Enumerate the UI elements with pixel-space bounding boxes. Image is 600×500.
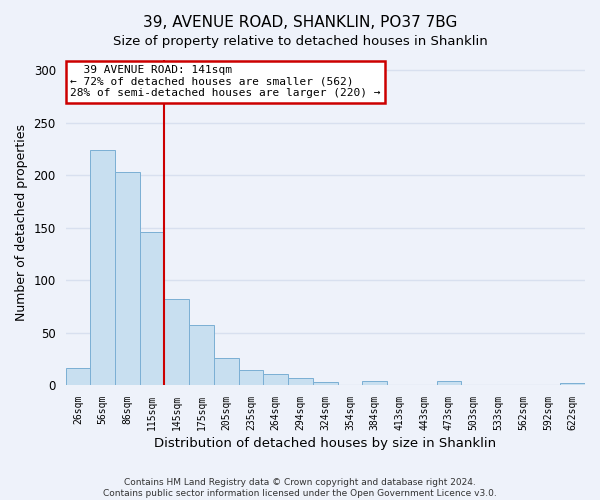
Text: Size of property relative to detached houses in Shanklin: Size of property relative to detached ho…	[113, 35, 487, 48]
X-axis label: Distribution of detached houses by size in Shanklin: Distribution of detached houses by size …	[154, 437, 496, 450]
Bar	[140, 232, 164, 385]
Bar	[239, 370, 263, 385]
Bar	[288, 378, 313, 385]
Bar	[189, 326, 214, 385]
Y-axis label: Number of detached properties: Number of detached properties	[15, 124, 28, 321]
Bar	[313, 382, 338, 385]
Text: 39 AVENUE ROAD: 141sqm
← 72% of detached houses are smaller (562)
28% of semi-de: 39 AVENUE ROAD: 141sqm ← 72% of detached…	[70, 65, 381, 98]
Bar	[362, 381, 387, 385]
Text: 39, AVENUE ROAD, SHANKLIN, PO37 7BG: 39, AVENUE ROAD, SHANKLIN, PO37 7BG	[143, 15, 457, 30]
Bar	[164, 299, 189, 385]
Bar	[65, 368, 90, 385]
Bar	[263, 374, 288, 385]
Bar	[214, 358, 239, 385]
Bar	[560, 383, 585, 385]
Bar	[115, 172, 140, 385]
Bar	[90, 150, 115, 385]
Bar	[437, 381, 461, 385]
Text: Contains HM Land Registry data © Crown copyright and database right 2024.
Contai: Contains HM Land Registry data © Crown c…	[103, 478, 497, 498]
